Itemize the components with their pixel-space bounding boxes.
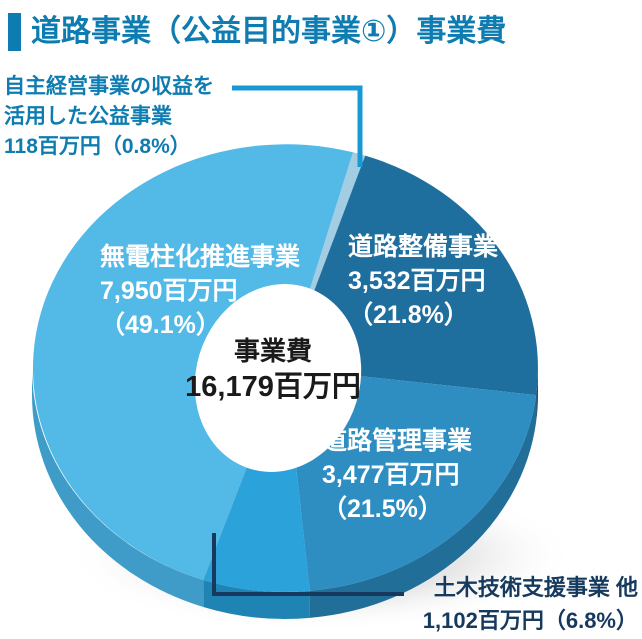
slice-label-line: 無電柱化推進事業: [100, 243, 301, 271]
slice-label-line: 3,532百万円: [348, 267, 486, 295]
slice-label-line: 118百万円（0.8%）: [4, 135, 191, 158]
slice-label-line: 自主経営事業の収益を: [4, 75, 214, 98]
slice-label-doro-seibi: 道路整備事業 3,532百万円 （21.8%）: [348, 230, 498, 332]
slice-label-doro-kanri: 道路管理事業 3,477百万円 （21.5%）: [322, 424, 472, 526]
slice-label-line: （21.5%）: [322, 495, 443, 523]
title-accent-bar: [8, 13, 21, 51]
donut-center-label: 事業費 16,179百万円: [173, 334, 373, 406]
slice-label-mudenchuka: 無電柱化推進事業 7,950百万円 （49.1%）: [100, 240, 300, 342]
donut-hole: [194, 284, 362, 472]
page-title: 道路事業（公益目的事業①）事業費: [31, 15, 507, 48]
slice-label-line: 道路管理事業: [322, 427, 473, 455]
slice-label-line: 3,477百万円: [322, 461, 460, 489]
pie-slice-side-4: [32, 368, 204, 607]
pie-slice-side-1: [536, 368, 538, 423]
pie-slice-4: [32, 144, 353, 580]
slice-label-line: 土木技術支援事業 他: [433, 575, 638, 600]
slice-label-line: （49.1%）: [100, 311, 221, 339]
slice-label-line: 道路整備事業: [348, 233, 499, 261]
page-header: 道路事業（公益目的事業①）事業費: [8, 12, 506, 52]
slice-label-doboku-gijutsu: 土木技術支援事業 他 1,102百万円（6.8%）: [423, 571, 638, 637]
pie-slice-2: [285, 368, 537, 591]
center-label-title: 事業費: [233, 336, 312, 366]
pie-slice-side-3: [203, 580, 310, 619]
slice-label-line: 7,950百万円: [100, 277, 238, 305]
callout-line-doboku: [212, 533, 404, 596]
slice-label-jishu-keiei: 自主経営事業の収益を 活用した公益事業 118百万円（0.8%）: [4, 72, 214, 162]
slice-label-line: （21.8%）: [348, 301, 469, 329]
center-label-value: 16,179百万円: [185, 371, 361, 403]
callout-line-jishu: [232, 85, 363, 167]
slice-label-line: 1,102百万円（6.8%）: [422, 608, 638, 633]
slice-label-line: 活用した公益事業: [4, 105, 172, 128]
